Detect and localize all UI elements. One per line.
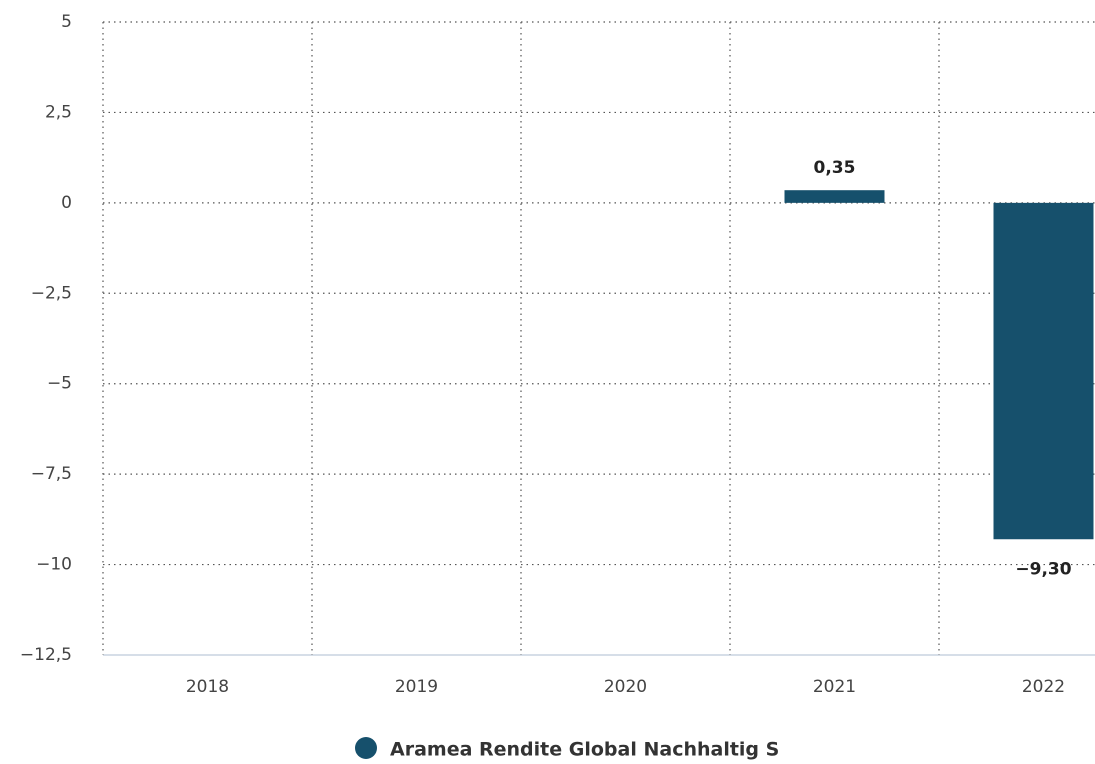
bar	[993, 202, 1094, 540]
y-tick-label: −12,5	[20, 645, 72, 665]
data-label: 0,35	[814, 158, 856, 178]
x-tick-label: 2021	[813, 677, 856, 697]
y-tick-label: −7,5	[31, 464, 72, 484]
y-tick-label: −5	[47, 374, 72, 394]
legend-label: Aramea Rendite Global Nachhaltig S	[390, 739, 779, 761]
x-tick-label: 2018	[186, 677, 229, 697]
x-tick-label: 2019	[395, 677, 438, 697]
y-tick-label: −10	[36, 555, 72, 575]
x-tick-label: 2020	[604, 677, 647, 697]
y-tick-label: 0	[61, 193, 72, 213]
data-label: −9,30	[1015, 559, 1071, 579]
y-tick-label: −2,5	[31, 283, 72, 303]
y-tick-label: 2,5	[45, 102, 72, 122]
bar	[784, 190, 885, 203]
y-tick-label: 5	[61, 12, 72, 32]
x-tick-label: 2022	[1022, 677, 1065, 697]
legend-marker	[355, 737, 377, 759]
